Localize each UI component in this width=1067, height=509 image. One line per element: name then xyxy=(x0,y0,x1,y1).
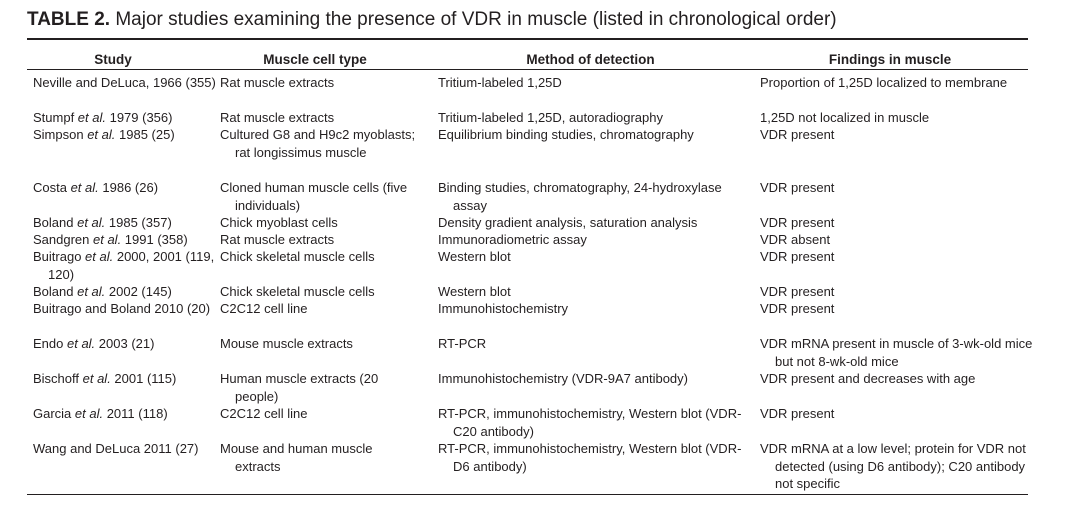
table-title: Major studies examining the presence of … xyxy=(115,9,837,30)
study-cell: Stumpf et al. 1979 (356) xyxy=(33,110,173,125)
muscle-cell-type-cell: Chick skeletal muscle cells xyxy=(220,284,375,299)
method-cell: Immunoradiometric assay xyxy=(438,232,587,247)
method-cell: Western blot xyxy=(438,249,511,264)
method-cell: Density gradient analysis, saturation an… xyxy=(438,215,698,230)
findings-cell: VDR present xyxy=(760,215,835,230)
method-cell: Tritium-labeled 1,25D, autoradiography xyxy=(438,110,663,125)
study-cell: Sandgren et al. 1991 (358) xyxy=(33,232,188,247)
method-cell: Equilibrium binding studies, chromatogra… xyxy=(438,127,694,142)
muscle-cell-type-cell: Chick myoblast cells xyxy=(220,215,338,230)
muscle-cell-type-cell: Mouse muscle extracts xyxy=(220,336,353,351)
study-cell: Garcia et al. 2011 (118) xyxy=(33,406,168,421)
findings-cell: VDR present xyxy=(760,284,835,299)
findings-cell: VDR present xyxy=(760,249,835,264)
study-cell: Simpson et al. 1985 (25) xyxy=(33,127,175,142)
header-method: Method of detection xyxy=(526,52,655,67)
findings-cell: VDR present xyxy=(760,301,835,316)
muscle-cell-type-cell: C2C12 cell line xyxy=(220,406,308,421)
muscle-cell-type-cell: Cultured G8 and H9c2 myoblasts; rat long… xyxy=(220,127,416,160)
method-cell: RT-PCR, immunohistochemistry, Western bl… xyxy=(438,406,742,439)
muscle-cell-type-cell: Human muscle extracts (20 people) xyxy=(220,371,379,404)
findings-cell: VDR present xyxy=(760,406,835,421)
muscle-cell-type-cell: Mouse and human muscle extracts xyxy=(220,441,373,474)
study-cell: Endo et al. 2003 (21) xyxy=(33,336,155,351)
method-cell: RT-PCR, immunohistochemistry, Western bl… xyxy=(438,441,742,474)
study-cell: Buitrago et al. 2000, 2001 (119, 120) xyxy=(33,249,215,282)
findings-cell: VDR present xyxy=(760,180,835,195)
header-muscle-cell-type: Muscle cell type xyxy=(263,52,367,67)
findings-cell: VDR absent xyxy=(760,232,831,247)
method-cell: Immunohistochemistry xyxy=(438,301,569,316)
study-cell: Boland et al. 1985 (357) xyxy=(33,215,172,230)
table-caption: TABLE 2. Major studies examining the pre… xyxy=(27,8,1027,32)
study-cell: Costa et al. 1986 (26) xyxy=(33,180,159,195)
muscle-cell-type-cell: Rat muscle extracts xyxy=(220,75,335,90)
findings-cell: 1,25D not localized in muscle xyxy=(760,110,930,125)
header-study: Study xyxy=(94,52,132,67)
muscle-cell-type-cell: Cloned human muscle cells (five individu… xyxy=(220,180,408,213)
findings-cell: VDR present xyxy=(760,127,835,142)
bottom-rule xyxy=(27,494,1028,495)
study-cell: Buitrago and Boland 2010 (20) xyxy=(33,301,211,316)
table-label: TABLE 2. xyxy=(27,9,111,30)
study-cell: Boland et al. 2002 (145) xyxy=(33,284,172,299)
header-rule xyxy=(27,69,1028,70)
top-rule xyxy=(27,38,1028,40)
method-cell: Binding studies, chromatography, 24-hydr… xyxy=(438,180,722,213)
method-cell: Western blot xyxy=(438,284,511,299)
method-cell: RT-PCR xyxy=(438,336,487,351)
header-findings: Findings in muscle xyxy=(828,52,952,67)
findings-cell: VDR mRNA at a low level; protein for VDR… xyxy=(760,441,1026,491)
findings-cell: VDR mRNA present in muscle of 3-wk-old m… xyxy=(760,336,1033,369)
study-cell: Bischoff et al. 2001 (115) xyxy=(33,371,177,386)
muscle-cell-type-cell: C2C12 cell line xyxy=(220,301,308,316)
muscle-cell-type-cell: Chick skeletal muscle cells xyxy=(220,249,375,264)
findings-cell: Proportion of 1,25D localized to membran… xyxy=(760,75,1008,90)
study-cell: Wang and DeLuca 2011 (27) xyxy=(33,441,199,456)
study-cell: Neville and DeLuca, 1966 (355) xyxy=(33,75,216,90)
method-cell: Immunohistochemistry (VDR-9A7 antibody) xyxy=(438,371,688,386)
muscle-cell-type-cell: Rat muscle extracts xyxy=(220,110,335,125)
method-cell: Tritium-labeled 1,25D xyxy=(438,75,562,90)
muscle-cell-type-cell: Rat muscle extracts xyxy=(220,232,335,247)
findings-cell: VDR present and decreases with age xyxy=(760,371,976,386)
